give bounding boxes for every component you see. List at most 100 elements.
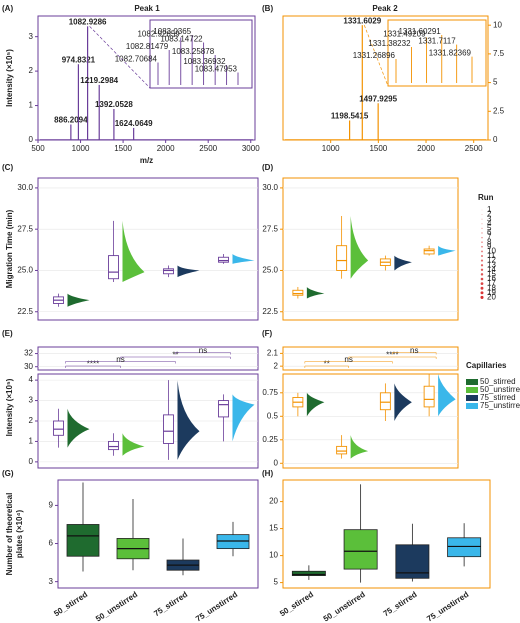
x-tick-label: 1500: [369, 144, 387, 153]
legend-label: 1: [487, 205, 492, 214]
y-tick-label: 2: [29, 66, 34, 75]
legend-label: 75_unstirred: [480, 401, 520, 410]
bracket: [175, 352, 231, 355]
legend-dot: [480, 286, 484, 290]
peak-label: 1392.0528: [95, 100, 133, 109]
y-tick-label: 0: [493, 135, 498, 144]
y-tick-label: 30.0: [17, 183, 33, 192]
y-tick-label: 2.1: [267, 348, 279, 357]
legend-label: 18: [487, 283, 496, 292]
box: [108, 440, 119, 451]
legend-dot: [481, 255, 483, 257]
legend-label: 17: [487, 279, 496, 288]
legend-dot: [480, 264, 484, 267]
box: [423, 385, 435, 408]
inset-label: 1083.14722: [160, 35, 203, 44]
legend-swatch: [466, 395, 478, 401]
violin: [67, 408, 90, 448]
violin: [350, 435, 369, 459]
y-tick-label: 0: [29, 457, 34, 466]
violin: [177, 265, 200, 278]
legend-label: 3: [487, 214, 492, 223]
inset-label: 1082.81479: [126, 42, 169, 51]
legend-label: 11: [487, 251, 496, 260]
y-tick-label: 1: [29, 101, 34, 110]
bracket: [65, 365, 121, 368]
panel-title: Peak 1: [134, 4, 160, 13]
panel-label: (D): [262, 163, 273, 172]
panel-label: (H): [262, 469, 273, 478]
top-frame: [37, 346, 259, 371]
significance-label: ****: [386, 351, 398, 360]
inset-label: 1331.26896: [353, 51, 396, 60]
legend-swatch: [466, 379, 478, 385]
violin: [67, 293, 90, 307]
x-tick-label: 75_stirred: [152, 590, 189, 618]
violin: [394, 383, 412, 421]
peak-label: 974.8321: [62, 55, 96, 64]
legend-label: 14: [487, 265, 496, 274]
x-tick-label: 50_unstirred: [322, 590, 367, 623]
inset-label: 1082.70684: [115, 55, 158, 64]
inset-frame: [149, 19, 253, 89]
violin: [438, 245, 456, 256]
legend-label: 13: [487, 260, 496, 269]
legend-label: 50_stirred: [480, 377, 516, 386]
legend-label: 8: [487, 237, 492, 246]
box: [163, 268, 174, 275]
y-tick-label: 1: [29, 437, 34, 446]
y-tick-label: 2: [29, 416, 34, 425]
inset-label: 1331.7117: [418, 37, 456, 46]
legend-label: 2: [487, 210, 492, 219]
x-tick-label: 75_unstirred: [194, 590, 239, 623]
x-tick-label: 2000: [157, 144, 175, 153]
panel-label: (A): [2, 4, 13, 13]
box: [66, 524, 100, 557]
y-tick-label: 4: [29, 375, 34, 384]
y-tick-label: 9: [49, 501, 54, 510]
panel-title: Peak 2: [372, 4, 398, 13]
peak-label: 1331.6029: [343, 16, 381, 25]
panel-label: (F): [262, 329, 273, 338]
violin: [122, 220, 145, 283]
panel-label: (G): [2, 469, 14, 478]
x-tick-label: 1000: [322, 144, 340, 153]
x-axis-label: m/z: [140, 156, 153, 165]
box: [218, 256, 229, 263]
y-tick-label: 2: [274, 361, 279, 370]
y-tick-label: 0: [29, 135, 34, 144]
legend-label: 5: [487, 224, 492, 233]
y-tick-label: 25.0: [262, 266, 278, 275]
box: [53, 420, 64, 436]
y-axis-label: Intensity (×10⁵): [5, 378, 14, 436]
x-tick-label: 2500: [199, 144, 217, 153]
legend-dot: [481, 223, 483, 225]
plot-frame: [282, 177, 459, 321]
peak-label: 1219.2984: [80, 76, 118, 85]
y-tick-label: 5: [274, 578, 279, 587]
legend-label: 75_stirred: [480, 393, 516, 402]
significance-label: ****: [87, 360, 99, 369]
inset-connector: [89, 26, 151, 89]
x-tick-label: 1000: [72, 144, 90, 153]
plot-frame: [282, 479, 491, 589]
box: [291, 570, 326, 576]
bracket: [65, 361, 176, 364]
y-axis-label: plates (×10⁴): [15, 510, 24, 559]
violin: [122, 433, 145, 456]
box: [336, 445, 348, 455]
legend-label: 20: [487, 293, 496, 302]
significance-label: **: [172, 351, 178, 360]
violin: [232, 394, 255, 442]
legend-swatch: [466, 387, 478, 393]
violin: [306, 286, 325, 299]
x-tick-label: 2000: [417, 144, 435, 153]
y-tick-label: 3: [29, 396, 34, 405]
bracket: [304, 361, 393, 364]
plot-frame: [282, 373, 459, 469]
inset-label: 1082.92659: [137, 30, 180, 39]
peak-label: 886.2094: [54, 116, 88, 125]
y-tick-label: 32: [24, 349, 33, 358]
x-tick-label: 1500: [114, 144, 132, 153]
